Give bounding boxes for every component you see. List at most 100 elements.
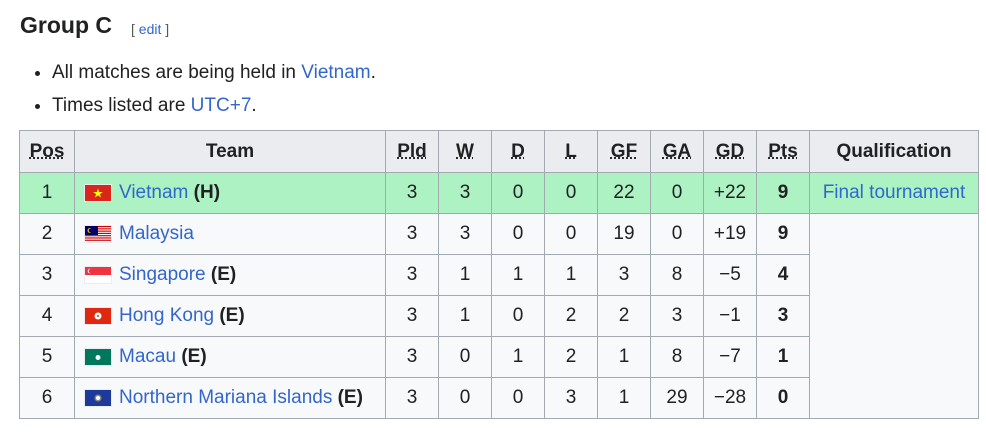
ga-cell: 3 bbox=[650, 295, 704, 337]
gd-cell: −7 bbox=[703, 336, 757, 378]
team-link[interactable]: Singapore bbox=[119, 264, 206, 285]
pld-cell: 3 bbox=[385, 172, 439, 214]
team-cell: Hong Kong (E) bbox=[74, 295, 386, 337]
d-cell: 0 bbox=[491, 295, 545, 337]
team-link[interactable]: Malaysia bbox=[119, 223, 194, 244]
pos-cell: 3 bbox=[19, 254, 75, 296]
qualification-cell-empty bbox=[809, 213, 979, 419]
edit-section: [ edit ] bbox=[131, 21, 170, 37]
pos-cell: 5 bbox=[19, 336, 75, 378]
team-cell: Macau (E) bbox=[74, 336, 386, 378]
column-header-team: Team bbox=[74, 130, 386, 173]
team-cell: Malaysia bbox=[74, 213, 386, 255]
table-row: 4 Hong Kong (E) 3 1 0 2 2 3 −1 3 bbox=[19, 295, 979, 337]
d-cell: 1 bbox=[491, 336, 545, 378]
pld-cell: 3 bbox=[385, 336, 439, 378]
column-header-qualification: Qualification bbox=[809, 130, 979, 173]
team-link[interactable]: Macau bbox=[119, 346, 177, 367]
pos-cell: 1 bbox=[19, 172, 75, 214]
d-cell: 0 bbox=[491, 172, 545, 214]
column-header-label[interactable]: W bbox=[456, 140, 474, 162]
w-cell: 1 bbox=[438, 295, 492, 337]
column-header-pld: Pld bbox=[385, 130, 439, 173]
macau-flag-icon bbox=[84, 348, 112, 366]
table-row: 2 Malaysia 3 3 0 0 19 0 +19 9 bbox=[19, 213, 979, 419]
table-row: 5 Macau (E) 3 0 1 2 1 8 −7 1 bbox=[19, 336, 979, 378]
l-cell: 0 bbox=[544, 172, 598, 214]
vietnam-link[interactable]: Vietnam bbox=[301, 62, 371, 83]
ga-cell: 0 bbox=[650, 172, 704, 214]
edit-link[interactable]: edit bbox=[138, 21, 162, 37]
team-link[interactable]: Northern Mariana Islands bbox=[119, 387, 333, 408]
pos-cell: 6 bbox=[19, 377, 75, 419]
column-header-w: W bbox=[438, 130, 492, 173]
gf-cell: 2 bbox=[597, 295, 651, 337]
status-marker: (H) bbox=[193, 182, 221, 203]
column-header-pos: Pos bbox=[19, 130, 75, 173]
d-cell: 0 bbox=[491, 377, 545, 419]
w-cell: 3 bbox=[438, 172, 492, 214]
table-row: 6 Northern Mariana Islands (E) 3 0 0 3 1 29 −28 0 bbox=[19, 377, 979, 419]
final-tournament-link[interactable]: Final tournament bbox=[822, 182, 966, 203]
gf-cell: 22 bbox=[597, 172, 651, 214]
gd-cell: −1 bbox=[703, 295, 757, 337]
l-cell: 3 bbox=[544, 377, 598, 419]
team-link[interactable]: Hong Kong bbox=[119, 305, 215, 326]
w-cell: 1 bbox=[438, 254, 492, 296]
column-header-label[interactable]: L bbox=[565, 140, 577, 162]
table-row: 1 Vietnam (H) 3 3 0 0 22 0 +22 9 Final tournament bbox=[19, 172, 979, 214]
utc-link[interactable]: UTC+7 bbox=[190, 95, 252, 116]
gd-cell: +19 bbox=[703, 213, 757, 255]
status-marker: (E) bbox=[337, 387, 363, 408]
column-header-label: Team bbox=[205, 140, 255, 162]
column-header-gf: GF bbox=[597, 130, 651, 173]
column-header-label[interactable]: D bbox=[511, 140, 525, 162]
gf-cell: 1 bbox=[597, 377, 651, 419]
w-cell: 0 bbox=[438, 377, 492, 419]
l-cell: 2 bbox=[544, 295, 598, 337]
note-times: Times listed are UTC+7. bbox=[52, 89, 376, 122]
column-header-label[interactable]: Pld bbox=[397, 140, 427, 162]
pts-cell: 1 bbox=[756, 336, 810, 378]
ga-cell: 0 bbox=[650, 213, 704, 255]
l-cell: 2 bbox=[544, 336, 598, 378]
vietnam-flag-icon bbox=[84, 184, 112, 202]
pos-cell: 2 bbox=[19, 213, 75, 255]
ga-cell: 8 bbox=[650, 336, 704, 378]
gf-cell: 19 bbox=[597, 213, 651, 255]
team-cell: Singapore (E) bbox=[74, 254, 386, 296]
singapore-flag-icon bbox=[84, 266, 112, 284]
status-marker: (E) bbox=[219, 305, 245, 326]
qualification-cell: Final tournament bbox=[809, 172, 979, 214]
pld-cell: 3 bbox=[385, 377, 439, 419]
column-header-l: L bbox=[544, 130, 598, 173]
gf-cell: 3 bbox=[597, 254, 651, 296]
northern-mariana-islands-flag-icon bbox=[84, 389, 112, 407]
column-header-label[interactable]: Pos bbox=[29, 140, 65, 162]
status-marker: (E) bbox=[181, 346, 207, 367]
pld-cell: 3 bbox=[385, 213, 439, 255]
team-link[interactable]: Vietnam bbox=[119, 182, 189, 203]
status-marker: (E) bbox=[210, 264, 237, 285]
pts-cell: 4 bbox=[756, 254, 810, 296]
column-header-label[interactable]: GD bbox=[715, 140, 745, 162]
d-cell: 0 bbox=[491, 213, 545, 255]
column-header-label[interactable]: GA bbox=[662, 140, 692, 162]
pos-cell: 4 bbox=[19, 295, 75, 337]
malaysia-flag-icon bbox=[84, 225, 112, 243]
standings-table: Pos Team Pld W D L GF GA GD Pts Qualification 1 Vie… bbox=[19, 130, 979, 419]
pts-cell: 0 bbox=[756, 377, 810, 419]
column-header-label[interactable]: GF bbox=[610, 140, 638, 162]
note-venue: All matches are being held in Vietnam. bbox=[52, 56, 376, 89]
column-header-d: D bbox=[491, 130, 545, 173]
w-cell: 3 bbox=[438, 213, 492, 255]
pts-cell: 9 bbox=[756, 172, 810, 214]
w-cell: 0 bbox=[438, 336, 492, 378]
column-header-label[interactable]: Pts bbox=[768, 140, 798, 162]
ga-cell: 8 bbox=[650, 254, 704, 296]
ga-cell: 29 bbox=[650, 377, 704, 419]
column-header-ga: GA bbox=[650, 130, 704, 173]
l-cell: 1 bbox=[544, 254, 598, 296]
d-cell: 1 bbox=[491, 254, 545, 296]
section-heading: Group C bbox=[20, 12, 112, 38]
